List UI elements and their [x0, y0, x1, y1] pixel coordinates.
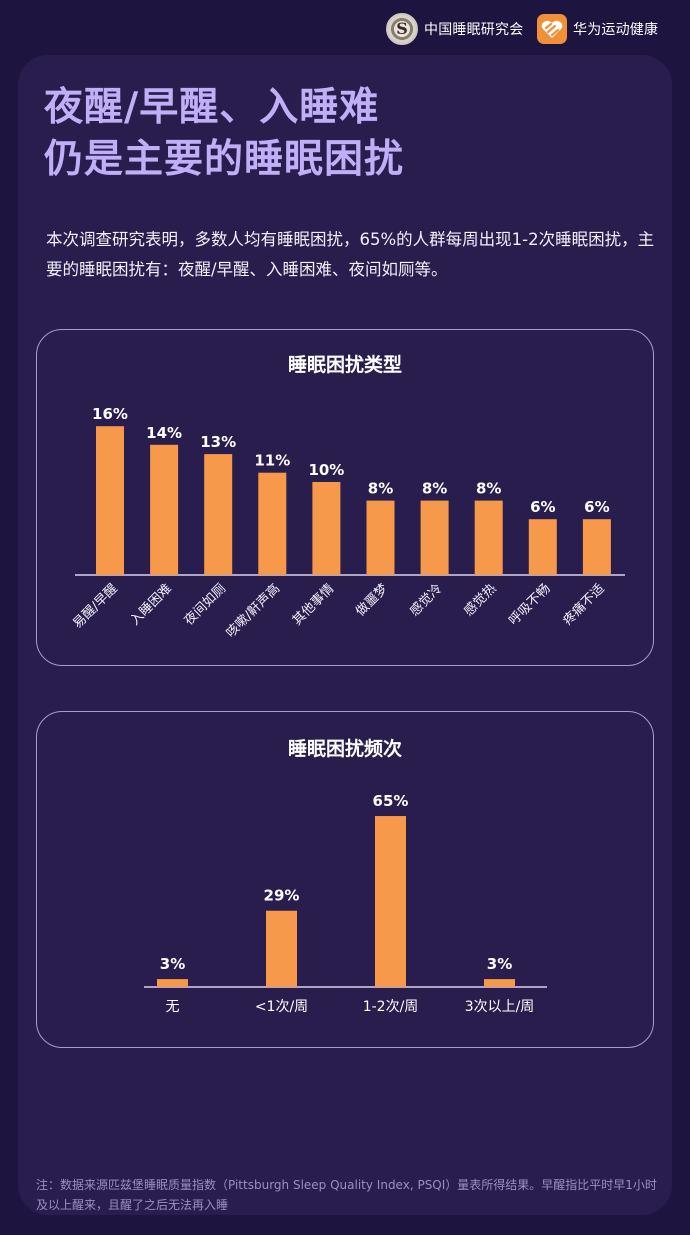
bar — [484, 979, 515, 987]
bar-group: 14% 入睡困难 — [128, 424, 183, 629]
bar-group: 8% 感觉热 — [461, 480, 503, 620]
category-label: 感觉热 — [461, 581, 500, 620]
bar-group: 8% 做噩梦 — [353, 480, 395, 619]
bar — [157, 979, 188, 987]
bar — [420, 500, 449, 575]
bar-group: 3% 3次以上/周 — [465, 955, 535, 1015]
bar-value-label: 8% — [476, 480, 501, 498]
bar-group: 11% 咳嗽/鼾声高 — [223, 452, 291, 641]
bar-group: 65% 1-2次/周 — [363, 792, 419, 1015]
category-label: 夜间如厕 — [181, 581, 229, 629]
bar-group: 3% 无 — [157, 955, 188, 1015]
brand-huawei-health: 华为运动健康 — [537, 12, 658, 46]
category-label: 咳嗽/鼾声高 — [223, 581, 283, 641]
chart-title-frequency: 睡眠困扰频次 — [287, 738, 402, 760]
bar — [375, 816, 406, 987]
bar-chart-frequency: 3% 无 29% <1次/周 65% 1-2次/周 3% 3次以上/周 — [144, 792, 547, 1015]
bar-value-label: 65% — [373, 792, 409, 810]
bar — [96, 426, 124, 575]
bar-value-label: 8% — [368, 480, 393, 498]
category-label: 其他事情 — [290, 581, 337, 628]
brand-huawei-health-name: 华为运动健康 — [573, 22, 659, 38]
category-label: 3次以上/周 — [465, 999, 535, 1015]
csrs-logo-icon — [386, 13, 418, 45]
huawei-health-logo-icon — [537, 14, 567, 44]
bar — [266, 910, 297, 987]
category-label: 入睡困难 — [128, 581, 175, 628]
bar-group: 8% 感觉冷 — [407, 480, 449, 620]
category-label: 呼吸不畅 — [506, 581, 553, 628]
bar-group: 13% 夜间如厕 — [181, 433, 236, 629]
bar-value-label: 6% — [530, 498, 555, 516]
bar-group: 29% <1次/周 — [255, 887, 308, 1015]
bar — [312, 482, 341, 575]
bar-value-label: 13% — [200, 433, 236, 451]
bar-value-label: 29% — [264, 887, 300, 905]
bar — [474, 500, 503, 575]
category-label: 感觉冷 — [407, 581, 446, 620]
bar-value-label: 16% — [92, 405, 128, 423]
bar-value-label: 10% — [308, 461, 344, 479]
top-bar: 中国睡眠研究会 华为运动健康 — [0, 0, 690, 55]
intro-paragraph: 本次调查研究表明，多数人均有睡眠困扰，65%的人群每周出现1-2次睡眠困扰，主要… — [46, 230, 655, 279]
category-label: 1-2次/周 — [363, 999, 419, 1015]
category-label: 疼痛不适 — [560, 581, 608, 629]
bar-value-label: 3% — [487, 955, 512, 973]
bar — [366, 500, 395, 575]
bar — [258, 472, 287, 575]
bar-group: 6% 疼痛不适 — [560, 498, 611, 629]
bar-group: 6% 呼吸不畅 — [506, 498, 557, 629]
chart-panel-frequency: 睡眠困扰频次 3% 无 29% <1次/周 65% 1-2次/周 3% 3次以上/周 — [36, 711, 654, 1048]
brand-csrs-name: 中国睡眠研究会 — [424, 22, 524, 38]
bar-value-label: 8% — [422, 480, 447, 498]
footnote: 注：数据来源匹兹堡睡眠质量指数（Pittsburgh Sleep Quality… — [36, 1178, 657, 1212]
category-label: 做噩梦 — [353, 581, 391, 619]
bar — [150, 444, 179, 575]
bar-chart-types: 16% 易醒/早醒 14% 入睡困难 13% 夜间如厕 11% 咳嗽/鼾声高 10% 其他事情 8%… — [70, 405, 625, 641]
page-title: 夜醒/早醒、入睡难 仍是主要的睡眠困扰 — [44, 82, 404, 186]
bar — [582, 519, 611, 575]
bar-group: 10% 其他事情 — [290, 461, 345, 629]
chart-title-types: 睡眠困扰类型 — [287, 354, 402, 376]
bar-value-label: 6% — [584, 498, 609, 516]
bar — [528, 519, 557, 575]
brand-csrs: 中国睡眠研究会 — [386, 12, 523, 46]
page-title-line-1: 夜醒/早醒、入睡难 — [44, 85, 380, 130]
page-title-line-2: 仍是主要的睡眠困扰 — [44, 137, 405, 182]
category-label: 易醒/早醒 — [70, 581, 120, 631]
bar-group: 16% 易醒/早醒 — [70, 405, 128, 632]
category-label: <1次/周 — [255, 999, 308, 1015]
category-label: 无 — [166, 999, 180, 1015]
bar — [204, 454, 233, 575]
chart-panel-types: 睡眠困扰类型 16% 易醒/早醒 14% 入睡困难 13% 夜间如厕 11% 咳嗽/鼾声高 10… — [36, 329, 654, 666]
bar-value-label: 14% — [146, 424, 182, 442]
bar-value-label: 3% — [160, 955, 185, 973]
bar-value-label: 11% — [254, 452, 290, 470]
main-card — [18, 55, 672, 1215]
